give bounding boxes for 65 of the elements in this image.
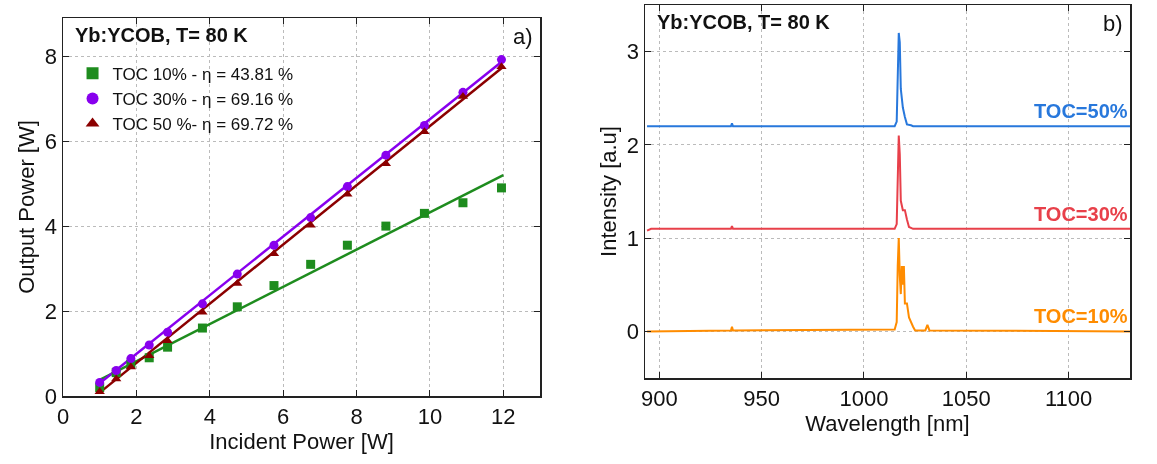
series-label: TOC=10% — [1034, 305, 1128, 327]
x-tick-label: 6 — [277, 403, 290, 429]
x-tick-label: 4 — [203, 403, 216, 429]
point — [197, 323, 207, 333]
point — [305, 220, 316, 228]
point — [458, 198, 468, 208]
y-tick-label: 0 — [626, 319, 640, 345]
y-tick-label: 6 — [44, 128, 58, 154]
point — [126, 354, 136, 364]
x-tick-label: 1050 — [941, 385, 991, 411]
x-tick-label: 900 — [640, 385, 678, 411]
point — [342, 189, 353, 197]
chart-title: Yb:YCOB, T= 80 K — [75, 24, 249, 46]
legend-label: TOC 30% - η = 69.16 % — [112, 90, 294, 110]
point — [381, 150, 391, 160]
point — [232, 278, 243, 286]
point — [496, 62, 507, 70]
y-axis-title: Intensity [a.u] — [595, 126, 621, 257]
series-label: TOC=30% — [1034, 203, 1128, 225]
annotation: b) — [1103, 11, 1123, 36]
point — [269, 240, 279, 250]
y-tick-label: 4 — [44, 213, 58, 239]
point — [381, 221, 391, 231]
annotation: a) — [513, 24, 533, 49]
chart-title: Yb:YCOB, T= 80 K — [657, 11, 831, 33]
y-tick-label: 1 — [626, 225, 640, 251]
x-tick-label: 12 — [491, 403, 516, 429]
point — [269, 281, 279, 291]
x-tick-label: 8 — [350, 403, 363, 429]
point — [162, 336, 173, 344]
point — [419, 120, 429, 130]
point — [197, 307, 208, 315]
y-axis-title: Output Power [W] — [13, 120, 39, 294]
point — [306, 213, 316, 223]
point — [111, 374, 122, 382]
point — [342, 182, 352, 192]
legend-label: TOC 50 %- η = 69.72 % — [112, 115, 294, 135]
point — [163, 342, 173, 352]
point — [144, 340, 154, 350]
point — [163, 327, 173, 337]
point — [496, 183, 506, 193]
point — [419, 208, 429, 218]
point — [232, 302, 242, 312]
series-label: TOC=50% — [1034, 100, 1128, 122]
point — [95, 377, 105, 387]
x-tick-label: 950 — [743, 385, 781, 411]
line-series — [646, 237, 1130, 333]
point — [496, 55, 506, 65]
x-tick-label: 10 — [417, 403, 443, 429]
point — [342, 240, 352, 250]
point — [197, 299, 207, 309]
x-tick-label: 1100 — [1044, 385, 1093, 411]
line-series — [646, 134, 1130, 232]
point — [232, 269, 242, 279]
y-tick-label: 8 — [44, 43, 58, 69]
y-tick-label: 2 — [44, 298, 58, 324]
x-axis-title: Incident Power [W] — [209, 428, 394, 454]
x-axis-title: Wavelength [nm] — [805, 410, 970, 436]
x-tick-label: 2 — [130, 403, 143, 429]
legend-label: TOC 10% - η = 43.81 % — [112, 64, 294, 84]
y-tick-label: 2 — [626, 132, 640, 158]
x-tick-label: 1000 — [839, 385, 889, 411]
y-tick-label: 3 — [626, 39, 640, 65]
point — [306, 259, 316, 269]
point — [419, 127, 430, 135]
